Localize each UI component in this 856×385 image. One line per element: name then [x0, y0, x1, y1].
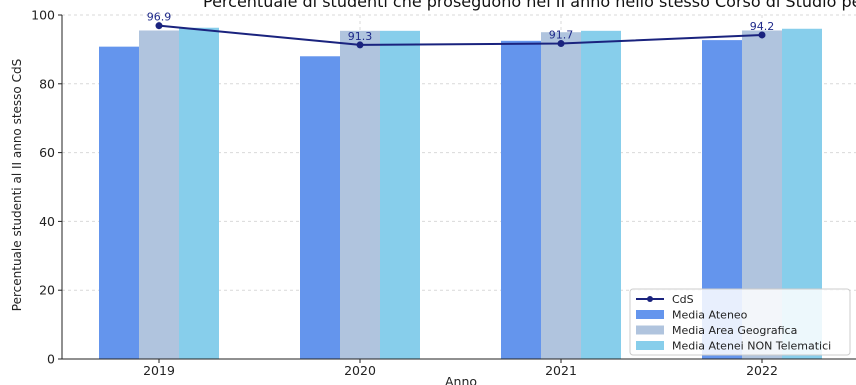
cds-line-group: 96.9 91.3 91.7 94.2	[147, 11, 775, 49]
cds-point	[758, 31, 766, 39]
y-tick-label: 40	[39, 214, 55, 229]
bar	[300, 56, 340, 359]
cds-data-label: 96.9	[147, 11, 172, 24]
bar	[581, 30, 621, 359]
y-tick-label: 60	[39, 145, 55, 160]
legend-label: Media Ateneo	[672, 309, 748, 322]
legend-box	[629, 288, 851, 356]
x-axis-label: Anno	[445, 374, 477, 385]
cds-line	[158, 24, 763, 46]
x-tick-label: 2020	[344, 363, 376, 378]
legend-label: Media Atenei NON Telematici	[672, 340, 831, 353]
y-tick-label: 100	[31, 8, 55, 23]
chart-title: Percentuale di studenti che proseguono n…	[203, 0, 856, 11]
bar	[501, 40, 541, 360]
legend-swatch	[636, 325, 664, 335]
x-tick-label: 2022	[746, 363, 778, 378]
y-tick-label: 80	[39, 76, 55, 91]
cds-point	[155, 22, 163, 30]
bar	[139, 30, 179, 359]
legend: CdS Media Ateneo Media Area Geografica Medi…	[629, 288, 851, 356]
x-tick-label: 2021	[545, 363, 577, 378]
legend-swatch	[636, 341, 664, 350]
y-tick-label: 20	[39, 283, 55, 298]
cds-data-label: 91.3	[348, 30, 373, 43]
bar	[380, 30, 420, 359]
cds-data-label: 91.7	[549, 29, 574, 42]
legend-swatch-marker	[647, 296, 653, 302]
y-axis-label: Percentuale studenti al II anno stesso C…	[10, 59, 24, 311]
cds-point	[356, 41, 364, 49]
cds-point	[557, 40, 565, 48]
legend-label: CdS	[672, 293, 694, 306]
bar	[179, 27, 219, 360]
y-tick-label: 0	[47, 352, 55, 367]
bar	[340, 30, 380, 359]
bar	[99, 46, 139, 359]
bar	[541, 32, 581, 359]
cds-data-label: 94.2	[750, 20, 775, 33]
axes-group: 0 20 40 60 80 100 2019 2020 2021 2022	[31, 8, 856, 378]
legend-label: Media Area Geografica	[672, 324, 797, 337]
legend-swatch	[636, 310, 664, 319]
bars-group	[99, 27, 822, 360]
x-tick-label: 2019	[143, 363, 175, 378]
